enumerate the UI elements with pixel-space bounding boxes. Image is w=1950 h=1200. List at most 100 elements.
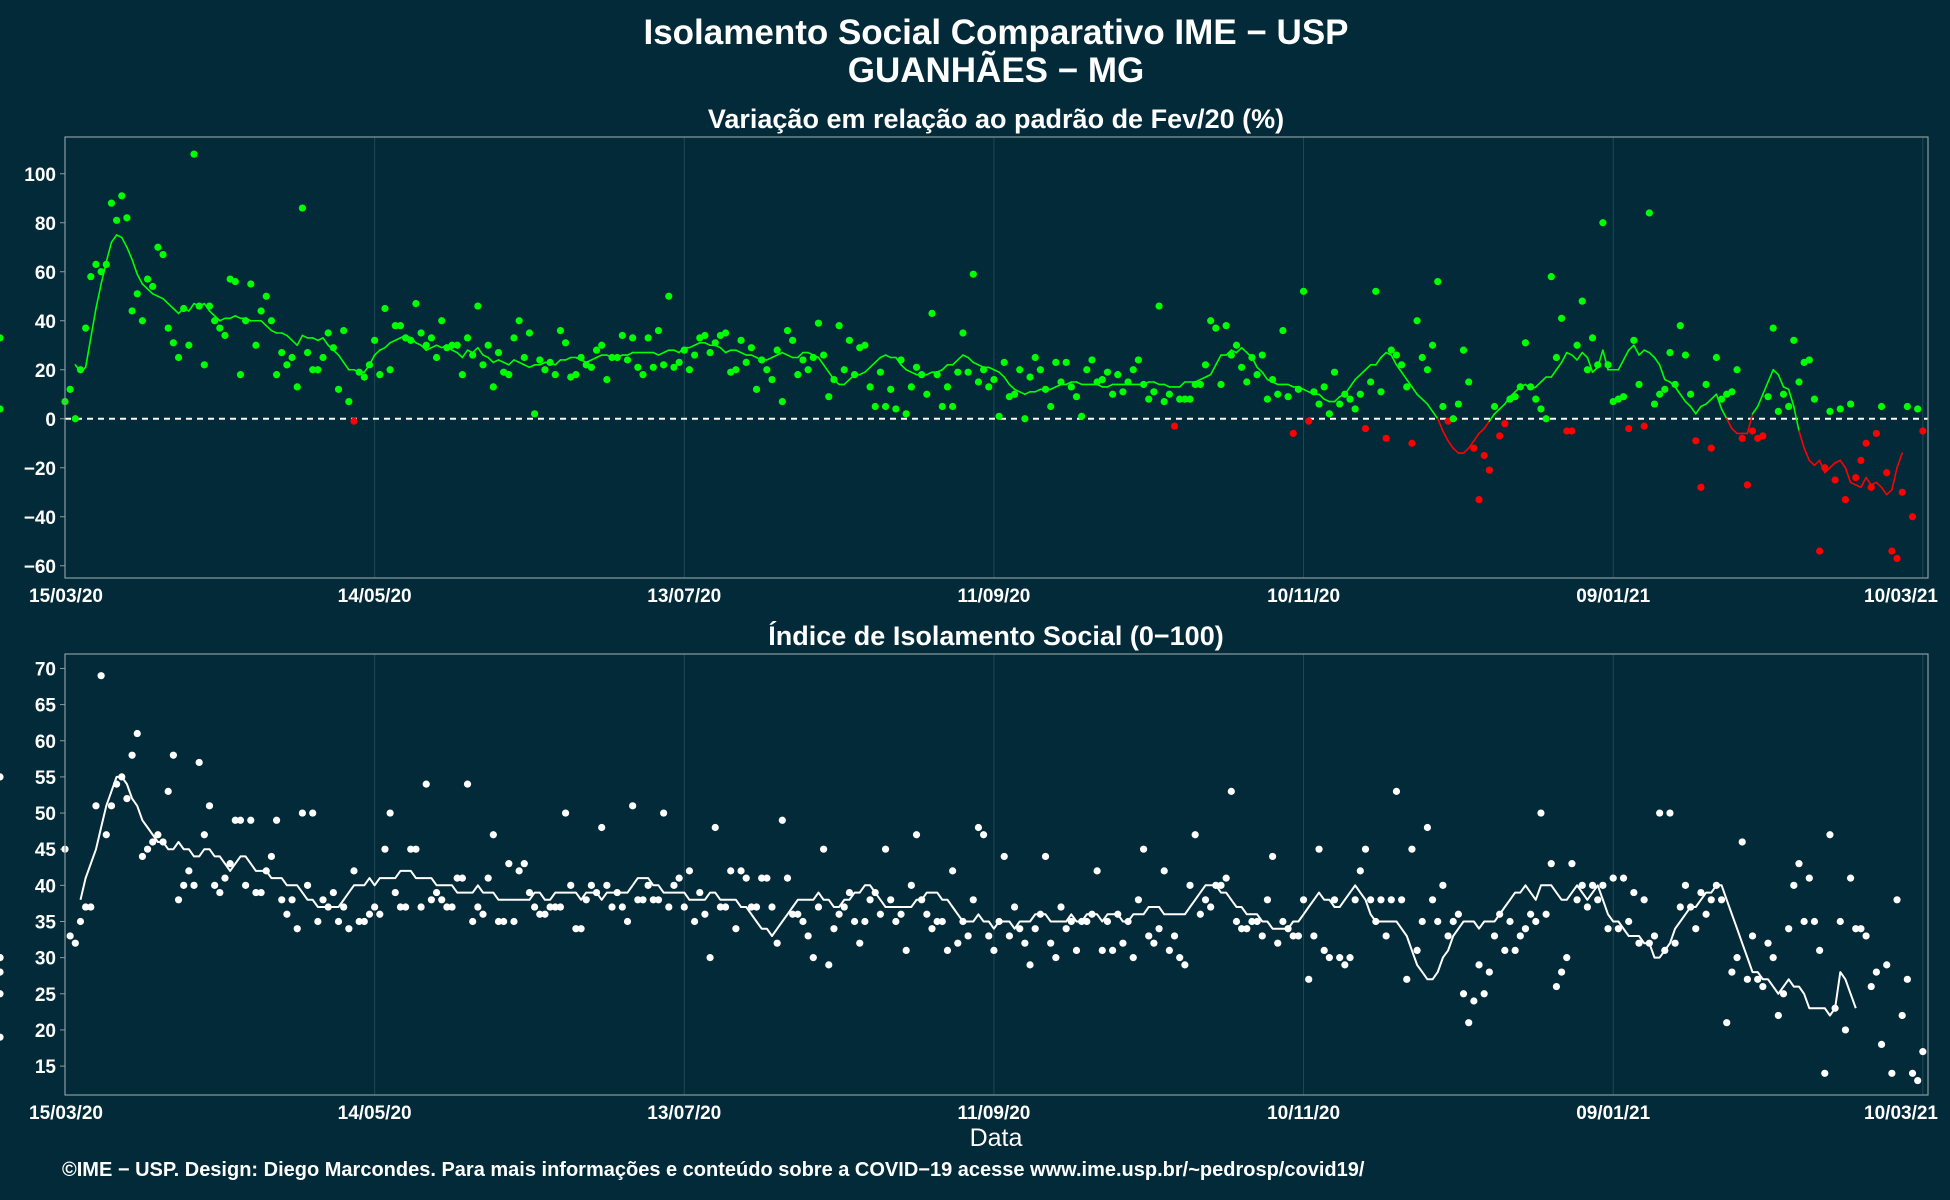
data-point (257, 307, 265, 315)
data-point (113, 780, 121, 788)
data-point (1759, 432, 1767, 440)
data-point (1465, 1019, 1473, 1027)
data-point (1877, 402, 1886, 411)
moving-average-segment (1416, 393, 1424, 400)
data-point (1552, 353, 1561, 362)
y-tick-label: 40 (35, 876, 56, 897)
data-point (938, 917, 946, 926)
moving-average-segment (750, 354, 758, 359)
data-point (1005, 932, 1014, 940)
data-point (1867, 982, 1875, 991)
data-point (1403, 383, 1411, 391)
data-point (1640, 422, 1648, 430)
data-point (1470, 444, 1478, 452)
data-point (205, 302, 214, 310)
moving-average-segment (987, 366, 995, 371)
data-point (1836, 917, 1844, 926)
data-point (1279, 917, 1287, 926)
moving-average-segment (662, 349, 670, 354)
moving-average-segment (1178, 381, 1186, 388)
data-point (149, 838, 157, 846)
data-point (840, 903, 848, 911)
data-point (334, 917, 343, 926)
data-point (355, 368, 363, 376)
moving-average-segment (740, 351, 748, 356)
moving-average-segment (1215, 354, 1222, 366)
data-point (1588, 334, 1597, 342)
data-point (789, 910, 797, 918)
data-point (1490, 932, 1499, 940)
data-point (1284, 925, 1292, 933)
data-point (1547, 273, 1555, 281)
moving-average-segment (1230, 349, 1238, 354)
data-point (1145, 932, 1153, 940)
data-point (76, 366, 85, 374)
data-point (1836, 405, 1844, 413)
data-point (1717, 896, 1726, 904)
data-point (1919, 427, 1927, 435)
data-point (546, 358, 554, 366)
data-point (1047, 402, 1055, 411)
data-point (1810, 395, 1819, 403)
data-point (350, 417, 358, 425)
data-point (1769, 324, 1777, 332)
data-point (1723, 1019, 1731, 1027)
data-point (1501, 420, 1509, 428)
data-point (1377, 388, 1385, 396)
data-point (350, 867, 358, 875)
moving-average-segment (1653, 356, 1661, 366)
credit-text: ©IME − USP. Design: Diego Marcondes. Par… (62, 1159, 1365, 1181)
data-point (938, 402, 946, 411)
data-point (319, 896, 327, 904)
moving-average-segment (430, 344, 438, 349)
data-point (1356, 390, 1364, 398)
data-point (1346, 954, 1354, 962)
data-point (1810, 917, 1819, 926)
data-point (1016, 925, 1024, 933)
moving-average-segment (1462, 447, 1470, 454)
data-point (1862, 439, 1870, 447)
moving-average-segment (131, 258, 139, 276)
data-point (1428, 341, 1437, 349)
data-point (567, 881, 575, 889)
moving-average-segment (657, 351, 665, 356)
data-point (92, 802, 100, 810)
data-point (1888, 1069, 1896, 1077)
data-point (371, 903, 379, 911)
moving-average-segment (626, 351, 634, 356)
moving-average-segment (95, 283, 102, 310)
moving-average-segment (564, 356, 572, 361)
data-point (1821, 464, 1829, 472)
data-point (1346, 395, 1354, 403)
moving-average-segment (972, 361, 980, 366)
moving-average-segment (1049, 386, 1057, 391)
data-point (1361, 424, 1370, 433)
data-point (500, 917, 508, 926)
data-point (644, 334, 652, 342)
data-point (0, 990, 4, 998)
data-point (1263, 395, 1272, 403)
data-point (1119, 388, 1127, 396)
data-point (598, 823, 606, 832)
data-point (267, 317, 276, 325)
data-point (1088, 910, 1096, 918)
data-point (412, 300, 420, 308)
data-point (226, 860, 234, 868)
data-point (510, 917, 518, 926)
moving-average-segment (1731, 427, 1738, 435)
data-point (644, 881, 652, 889)
data-point (556, 326, 565, 335)
data-point (1738, 434, 1746, 442)
data-point (897, 356, 905, 364)
moving-average-segment (435, 344, 443, 349)
data-point (1898, 488, 1906, 496)
data-point (587, 881, 595, 889)
data-point (691, 351, 699, 359)
data-point (1387, 896, 1395, 904)
data-point (675, 358, 683, 366)
data-point (1795, 378, 1803, 386)
moving-average-segment (1787, 388, 1795, 408)
data-point (329, 888, 337, 897)
data-point (1248, 353, 1256, 362)
data-point (1583, 903, 1591, 911)
